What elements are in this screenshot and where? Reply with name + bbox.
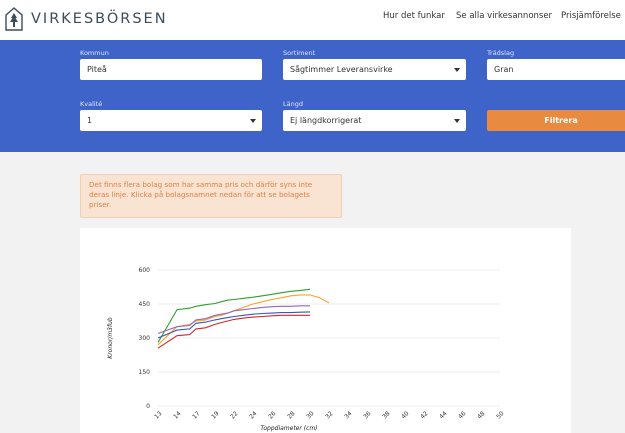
x-tick-label: 38 [381,410,391,420]
x-tick-label: 42 [419,410,429,420]
x-tick-label: 34 [343,410,353,420]
x-tick-label: 17 [191,410,201,420]
x-tick-label: 48 [476,410,486,420]
y-tick-label: 600 [139,267,151,274]
site-header: VIRKESBÖRSEN Hur det funkar Se alla virk… [0,0,625,40]
series-line-0 [157,288,311,343]
y-tick-label: 450 [139,301,151,308]
y-tick-label: 300 [139,335,151,342]
langd-value: Ej längdkorrigerat [290,116,362,125]
nav-how-it-works[interactable]: Hur det funkar [383,11,445,21]
nav-price-comparison[interactable]: Prisjämförelse [561,11,621,21]
x-tick-label: 26 [267,410,277,420]
series-line-4 [157,314,310,349]
x-tick-label: 28 [286,410,296,420]
notice-box: Det finns flera bolag som har samma pris… [80,174,342,218]
chevron-down-icon [250,119,256,123]
x-tick-label: 22 [229,410,239,420]
x-tick-label: 46 [457,410,467,420]
nav-all-ads[interactable]: Se alla virkesannonser [456,11,553,21]
chevron-down-icon [454,119,460,123]
sortiment-value: Sågtimmer Leveransvirke [290,65,393,74]
x-tick-label: 19 [210,410,220,420]
kommun-value: Piteå [87,65,107,74]
tree-house-icon[interactable] [5,7,23,31]
y-axis-title: Kronor/m3fub [107,317,114,359]
x-tick-label: 36 [362,410,372,420]
x-tick-label: 24 [248,410,258,420]
brand-name[interactable]: VIRKESBÖRSEN [31,11,168,27]
filter-button[interactable]: Filtrera [487,110,625,131]
kvalite-value: 1 [87,116,93,125]
x-tick-label: 32 [324,410,334,420]
x-axis-title: Toppdiameter (cm) [260,425,317,432]
sortiment-label: Sortiment [283,49,316,57]
price-chart: 0 150 300 450 600 13 14 17 19 22 24 26 28 30 32 34 36 38 4… [107,267,506,432]
langd-select[interactable]: Ej längdkorrigerat [283,110,466,131]
x-tick-label: 13 [153,410,163,420]
x-tick-label: 14 [172,410,182,420]
series-line-1 [157,294,330,346]
y-tick-label: 0 [146,403,150,410]
x-tick-label: 44 [438,410,448,420]
tradslag-select[interactable]: Gran [487,59,625,80]
series-line-3 [157,311,311,339]
langd-label: Längd [283,100,303,108]
kommun-input[interactable]: Piteå [80,59,262,80]
sortiment-select[interactable]: Sågtimmer Leveransvirke [283,59,466,80]
x-tick-label: 40 [400,410,410,420]
x-tick-label: 50 [495,410,505,420]
kvalite-label: Kvalité [80,100,103,108]
filter-panel [0,40,625,152]
series-line-2 [157,305,310,335]
x-tick-label: 30 [305,410,315,420]
kvalite-select[interactable]: 1 [80,110,262,131]
y-tick-label: 150 [139,369,151,376]
kommun-label: Kommun [80,49,109,57]
tradslag-value: Gran [494,65,514,74]
tradslag-label: Trädslag [487,49,515,57]
chevron-down-icon [454,68,460,72]
chart-card: 0 150 300 450 600 13 14 17 19 22 24 26 28 30 32 34 36 38 4… [80,228,571,433]
